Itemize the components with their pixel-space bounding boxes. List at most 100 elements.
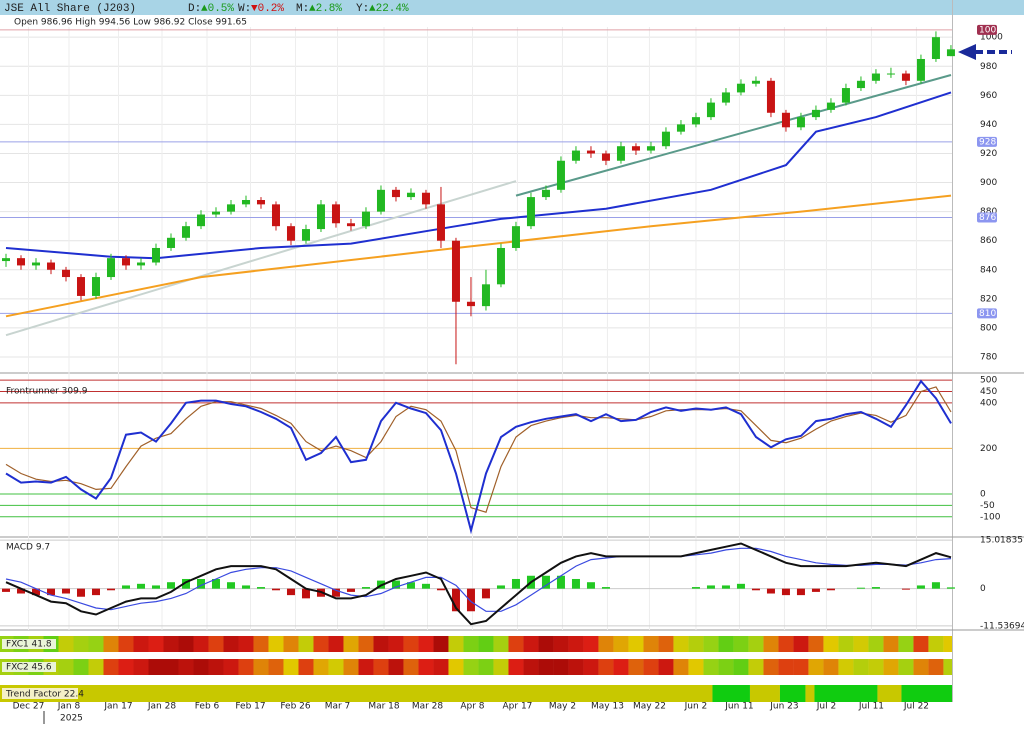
candle-body: [721, 92, 730, 103]
x-tick-label: Dec 27: [13, 702, 45, 712]
heat-cell: [328, 636, 344, 652]
candle-body: [826, 102, 835, 110]
candle-body: [541, 189, 550, 198]
histogram-bar: [916, 585, 925, 589]
histogram-bar: [451, 588, 460, 612]
heat-cell: [898, 636, 914, 652]
y-tick-label: 450: [980, 387, 997, 397]
histogram-bar: [106, 588, 115, 591]
candle-body: [811, 109, 820, 118]
heat-cell: [328, 659, 344, 675]
histogram-bar: [856, 587, 865, 589]
heat-cell: [388, 636, 404, 652]
candle-body: [916, 58, 925, 81]
heat-cell: [178, 659, 194, 675]
candle-body: [796, 117, 805, 128]
heat-cell: [58, 636, 74, 652]
candle-body: [571, 150, 580, 161]
candle-body: [886, 73, 895, 75]
heat-cell: [223, 659, 239, 675]
candle-body: [481, 284, 490, 307]
candle-body: [31, 262, 40, 266]
heat-cell: [88, 636, 104, 652]
heat-cell: [868, 659, 884, 675]
change-value: ▲2.8%: [309, 3, 342, 15]
histogram-bar: [541, 575, 550, 589]
histogram-bar: [706, 585, 715, 589]
level-label: 876: [979, 213, 996, 223]
x-tick-label: Jun 2: [684, 702, 708, 712]
panel-title: Frontrunner 309.9: [6, 387, 88, 397]
heat-cell: [568, 659, 584, 675]
x-tick-label: Feb 26: [280, 702, 311, 712]
candle-body: [46, 262, 55, 270]
change-value: ▲0.5%: [201, 3, 234, 15]
x-tick-label: May 22: [633, 702, 666, 712]
candle-body: [331, 204, 340, 224]
heat-cell: [268, 636, 284, 652]
trend-band: [814, 685, 878, 702]
heat-cell: [403, 636, 419, 652]
heat-cell: [703, 636, 719, 652]
y-tick-label: 200: [980, 444, 997, 454]
heat-cell: [283, 659, 299, 675]
heat-cell: [928, 636, 944, 652]
candle-body: [76, 277, 85, 296]
y-tick-label: 860: [980, 236, 997, 246]
candle-body: [376, 189, 385, 212]
candle-body: [781, 112, 790, 128]
heat-cell: [508, 636, 524, 652]
heat-cell: [688, 659, 704, 675]
heat-cell: [883, 636, 899, 652]
change-value: ▲22.4%: [369, 3, 409, 15]
heat-cell: [448, 659, 464, 675]
heat-cell: [133, 659, 149, 675]
trend-band: [901, 685, 952, 702]
y-tick-label: 1000: [980, 33, 1003, 43]
heat-cell: [373, 636, 389, 652]
candle-body: [601, 153, 610, 161]
x-tick-label: Jan 28: [147, 702, 176, 712]
histogram-bar: [226, 582, 235, 589]
heat-cell: [148, 659, 164, 675]
histogram-bar: [571, 578, 580, 589]
candle-body: [931, 37, 940, 59]
histogram-bar: [361, 587, 370, 589]
candle-body: [661, 131, 670, 147]
candle-body: [586, 150, 595, 154]
trend-band: [779, 685, 806, 702]
candle-body: [646, 146, 655, 151]
histogram-bar: [391, 580, 400, 589]
heat-cell: [448, 636, 464, 652]
heat-cell: [298, 636, 314, 652]
heat-cell: [268, 659, 284, 675]
heat-cell: [808, 659, 824, 675]
heat-cell: [298, 659, 314, 675]
heat-cell: [913, 659, 929, 675]
histogram-bar: [181, 578, 190, 589]
heat-cell: [73, 659, 89, 675]
candle-body: [451, 240, 460, 302]
heat-cell: [118, 659, 134, 675]
heat-cell: [898, 659, 914, 675]
heat-cell: [553, 636, 569, 652]
y-tick-label: 0: [980, 489, 986, 499]
heat-cell: [913, 636, 929, 652]
row-label: FXC2 45.6: [6, 663, 52, 673]
heat-cell: [133, 636, 149, 652]
y-tick-label: 400: [980, 398, 997, 408]
level-label: 810: [979, 309, 996, 319]
histogram-bar: [301, 588, 310, 599]
heat-cell: [493, 659, 509, 675]
y-tick-label: 780: [980, 353, 997, 363]
heat-cell: [613, 636, 629, 652]
heat-cell: [118, 636, 134, 652]
histogram-bar: [736, 583, 745, 589]
candle-body: [196, 214, 205, 227]
histogram-bar: [766, 588, 775, 594]
x-tick-label: May 2: [549, 702, 576, 712]
candle-body: [226, 204, 235, 212]
histogram-bar: [721, 585, 730, 589]
x-tick-label: Jul 11: [858, 702, 884, 712]
